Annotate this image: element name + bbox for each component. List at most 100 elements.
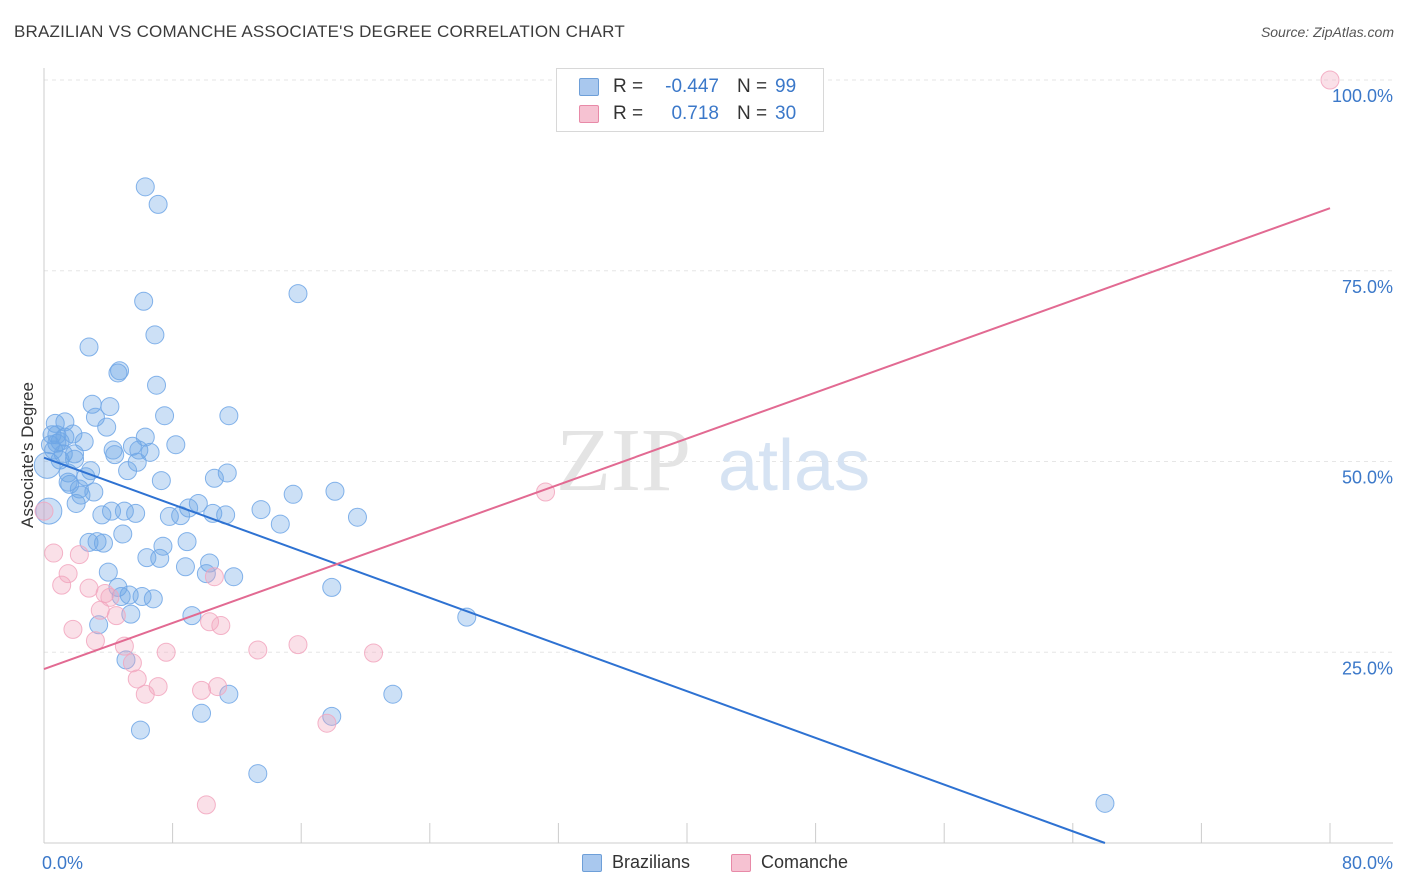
comanche-point bbox=[248, 640, 268, 660]
brazilians-point bbox=[100, 397, 120, 417]
comanche-point bbox=[34, 501, 54, 521]
comanche-trend-line bbox=[43, 207, 1331, 670]
bottom-legend-swatch-brazilians bbox=[582, 853, 602, 872]
brazilians-point bbox=[87, 532, 107, 552]
brazilians-point bbox=[219, 684, 239, 704]
legend-r-label: R = bbox=[613, 103, 644, 124]
correlation-legend: R = -0.447 N = 99 R = 0.718 N = 30 bbox=[556, 68, 824, 132]
comanche-point bbox=[148, 677, 168, 697]
brazilians-point bbox=[53, 444, 73, 464]
comanche-point bbox=[204, 567, 224, 587]
y-tick-label: 75.0% bbox=[1342, 277, 1393, 297]
comanche-point bbox=[106, 606, 126, 626]
brazilians-point bbox=[175, 557, 195, 577]
comanche-point bbox=[1320, 70, 1340, 90]
brazilians-point bbox=[148, 194, 168, 214]
legend-n-value: 99 bbox=[775, 76, 797, 97]
legend-n-value: 30 bbox=[775, 103, 797, 124]
brazilians-point bbox=[118, 461, 138, 481]
brazilians-point bbox=[224, 567, 244, 587]
brazilians-point bbox=[35, 497, 63, 525]
source-label: Source: ZipAtlas.com bbox=[1260, 24, 1394, 40]
brazilians-point bbox=[188, 493, 208, 513]
brazilians-point bbox=[114, 501, 134, 521]
brazilians-point bbox=[143, 589, 163, 609]
brazilians-point bbox=[121, 604, 141, 624]
bottom-legend-label: Comanche bbox=[761, 852, 849, 872]
comanche-point bbox=[58, 564, 78, 584]
brazilians-point bbox=[322, 577, 342, 597]
comanche-point bbox=[288, 635, 308, 655]
bottom-legend-label: Brazilians bbox=[612, 852, 691, 872]
legend-swatch-brazilians bbox=[579, 78, 599, 96]
brazilians-point bbox=[347, 507, 367, 527]
comanche-point bbox=[211, 616, 231, 636]
comanche-point bbox=[52, 575, 72, 595]
brazilians-point bbox=[325, 481, 345, 501]
bottom-legend-swatch-comanche bbox=[731, 853, 751, 872]
brazilians-point bbox=[150, 548, 170, 568]
brazilians-point bbox=[151, 471, 171, 491]
bottom-legend-brazilians: Brazilians bbox=[582, 852, 690, 873]
brazilians-point bbox=[217, 463, 237, 483]
brazilians-point bbox=[251, 500, 271, 520]
comanche-point bbox=[127, 669, 147, 689]
brazilians-point bbox=[166, 435, 186, 455]
brazilians-point bbox=[322, 706, 342, 726]
legend-r-label: R = bbox=[613, 76, 644, 97]
grid-lines bbox=[44, 79, 1393, 653]
comanche-points bbox=[34, 70, 1340, 815]
comanche-point bbox=[85, 631, 105, 651]
brazilians-point bbox=[1095, 793, 1115, 813]
legend-swatch-comanche bbox=[579, 105, 599, 123]
brazilians-point bbox=[159, 506, 179, 526]
brazilians-point bbox=[145, 325, 165, 345]
legend-n-label: N = bbox=[737, 103, 768, 124]
brazilians-point bbox=[47, 425, 67, 445]
brazilians-point bbox=[219, 406, 239, 426]
legend-row-comanche: R = 0.718 N = 30 bbox=[579, 103, 796, 125]
comanche-point bbox=[79, 578, 99, 598]
legend-r-value: -0.447 bbox=[665, 76, 719, 97]
y-tick-labels: 25.0% 50.0% 75.0% 100.0% bbox=[1332, 86, 1393, 678]
brazilians-point bbox=[89, 615, 109, 635]
brazilians-point bbox=[113, 524, 133, 544]
brazilians-point bbox=[147, 375, 167, 395]
comanche-point bbox=[192, 680, 212, 700]
x-tick-label-right: 80.0% bbox=[1342, 853, 1393, 873]
brazilians-point bbox=[105, 445, 125, 465]
brazilians-point bbox=[140, 442, 160, 462]
axes bbox=[43, 68, 1393, 844]
brazilians-point bbox=[192, 703, 212, 723]
legend-r-value: 0.718 bbox=[671, 103, 719, 124]
y-tick-label: 25.0% bbox=[1342, 658, 1393, 678]
watermark-atlas: atlas bbox=[718, 426, 870, 506]
brazilians-point bbox=[98, 562, 118, 582]
brazilians-point bbox=[270, 514, 290, 534]
brazilians-points bbox=[33, 177, 1115, 813]
brazilians-point bbox=[248, 764, 268, 784]
brazilians-trend-line bbox=[43, 456, 1106, 844]
comanche-point bbox=[44, 543, 64, 563]
brazilians-point bbox=[283, 484, 303, 504]
brazilians-point bbox=[58, 472, 78, 492]
brazilians-point bbox=[71, 485, 91, 505]
brazilians-point bbox=[126, 503, 146, 523]
comanche-point bbox=[63, 619, 83, 639]
comanche-point bbox=[364, 643, 384, 663]
y-axis-label: Associate's Degree bbox=[18, 382, 37, 528]
brazilians-point bbox=[92, 505, 112, 525]
trend-lines bbox=[43, 207, 1331, 844]
brazilians-point bbox=[134, 291, 154, 311]
brazilians-point bbox=[153, 536, 173, 556]
brazilians-point bbox=[155, 406, 175, 426]
comanche-point bbox=[317, 713, 337, 733]
brazilians-point bbox=[135, 427, 155, 447]
chart-title: BRAZILIAN VS COMANCHE ASSOCIATE'S DEGREE… bbox=[14, 22, 625, 41]
comanche-point bbox=[196, 795, 216, 815]
brazilians-point bbox=[84, 482, 104, 502]
brazilians-point bbox=[79, 337, 99, 357]
brazilians-point bbox=[108, 363, 128, 383]
brazilians-point bbox=[69, 479, 89, 499]
